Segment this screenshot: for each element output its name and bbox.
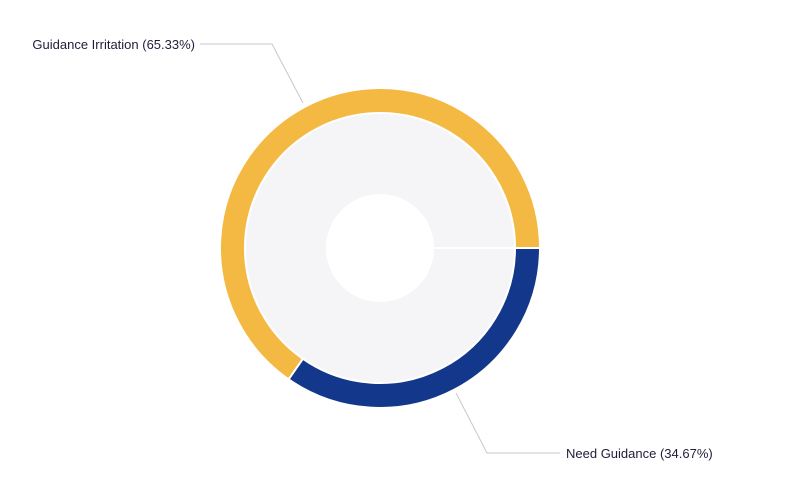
leader-line-need-guidance <box>455 392 560 454</box>
center-hole-circle <box>326 194 434 302</box>
donut-ring <box>219 87 542 409</box>
donut-center-hole <box>326 194 515 302</box>
donut-slice-guidance-irritation[interactable] <box>219 87 542 381</box>
slice-label-guidance-irritation: Guidance Irritation (65.33%) <box>32 37 195 52</box>
donut-slice-need-guidance[interactable] <box>287 247 542 409</box>
slice-label-need-guidance: Need Guidance (34.67%) <box>566 446 713 461</box>
slice-labels: Guidance Irritation (65.33%) Need Guidanc… <box>32 37 712 461</box>
leader-line-guidance-irritation <box>200 43 304 104</box>
leader-lines <box>200 43 560 454</box>
